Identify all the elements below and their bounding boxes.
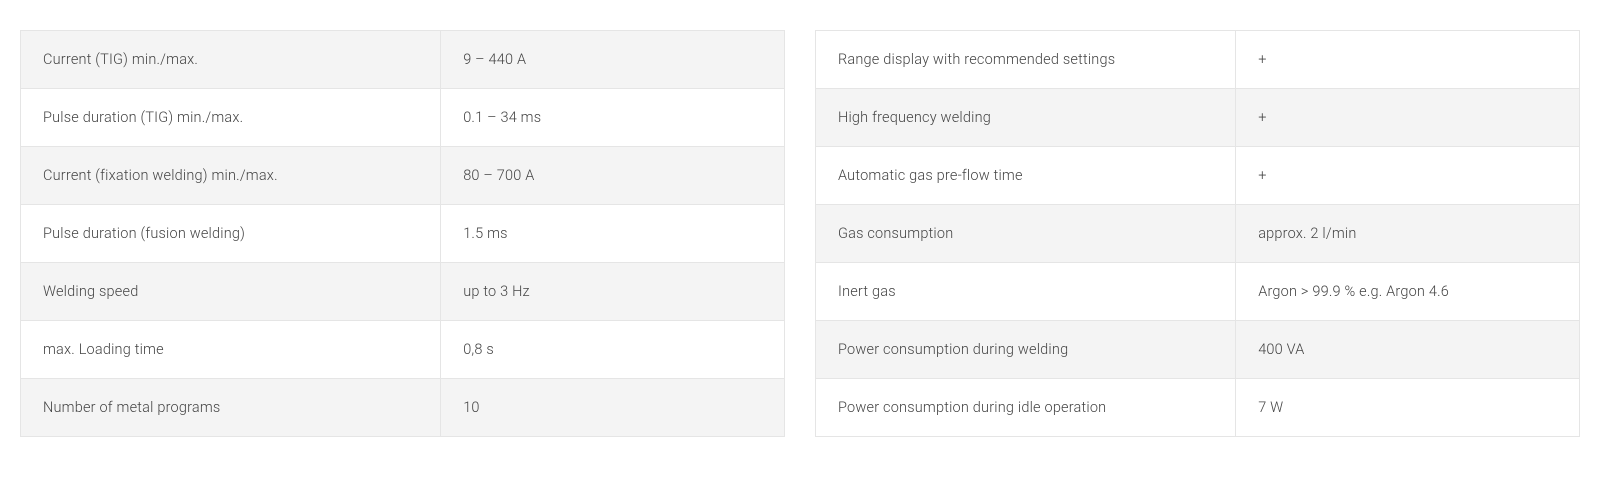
spec-value: approx. 2 l/min <box>1236 205 1580 263</box>
left-table-body: Current (TIG) min./max.9 – 440 APulse du… <box>21 31 785 437</box>
spec-value: 0.1 – 34 ms <box>441 89 785 147</box>
spec-label: Automatic gas pre-flow time <box>816 147 1236 205</box>
right-table-body: Range display with recommended settings+… <box>816 31 1580 437</box>
spec-label: max. Loading time <box>21 321 441 379</box>
spec-label: Power consumption during welding <box>816 321 1236 379</box>
spec-label: Pulse duration (TIG) min./max. <box>21 89 441 147</box>
spec-value: + <box>1236 147 1580 205</box>
table-row: Power consumption during welding400 VA <box>816 321 1580 379</box>
spec-value: Argon > 99.9 % e.g. Argon 4.6 <box>1236 263 1580 321</box>
spec-value: 80 – 700 A <box>441 147 785 205</box>
spec-label: Current (fixation welding) min./max. <box>21 147 441 205</box>
spec-value: 1.5 ms <box>441 205 785 263</box>
spec-value: 400 VA <box>1236 321 1580 379</box>
spec-label: High frequency welding <box>816 89 1236 147</box>
table-row: Pulse duration (fusion welding)1.5 ms <box>21 205 785 263</box>
table-row: Inert gasArgon > 99.9 % e.g. Argon 4.6 <box>816 263 1580 321</box>
table-row: Automatic gas pre-flow time+ <box>816 147 1580 205</box>
spec-label: Pulse duration (fusion welding) <box>21 205 441 263</box>
spec-value: + <box>1236 89 1580 147</box>
spec-label: Inert gas <box>816 263 1236 321</box>
spec-value: 9 – 440 A <box>441 31 785 89</box>
table-row: High frequency welding+ <box>816 89 1580 147</box>
table-row: Welding speedup to 3 Hz <box>21 263 785 321</box>
spec-label: Number of metal programs <box>21 379 441 437</box>
right-spec-table: Range display with recommended settings+… <box>815 30 1580 437</box>
spec-value: + <box>1236 31 1580 89</box>
spec-label: Power consumption during idle operation <box>816 379 1236 437</box>
table-row: Power consumption during idle operation7… <box>816 379 1580 437</box>
spec-label: Gas consumption <box>816 205 1236 263</box>
table-row: Current (fixation welding) min./max.80 –… <box>21 147 785 205</box>
table-row: Current (TIG) min./max.9 – 440 A <box>21 31 785 89</box>
spec-label: Range display with recommended settings <box>816 31 1236 89</box>
spec-value: 0,8 s <box>441 321 785 379</box>
spec-value: 10 <box>441 379 785 437</box>
spec-value: 7 W <box>1236 379 1580 437</box>
spec-label: Welding speed <box>21 263 441 321</box>
table-row: max. Loading time0,8 s <box>21 321 785 379</box>
spec-value: up to 3 Hz <box>441 263 785 321</box>
table-row: Range display with recommended settings+ <box>816 31 1580 89</box>
left-spec-table: Current (TIG) min./max.9 – 440 APulse du… <box>20 30 785 437</box>
spec-tables-container: Current (TIG) min./max.9 – 440 APulse du… <box>20 30 1580 437</box>
table-row: Gas consumptionapprox. 2 l/min <box>816 205 1580 263</box>
table-row: Pulse duration (TIG) min./max.0.1 – 34 m… <box>21 89 785 147</box>
table-row: Number of metal programs10 <box>21 379 785 437</box>
spec-label: Current (TIG) min./max. <box>21 31 441 89</box>
